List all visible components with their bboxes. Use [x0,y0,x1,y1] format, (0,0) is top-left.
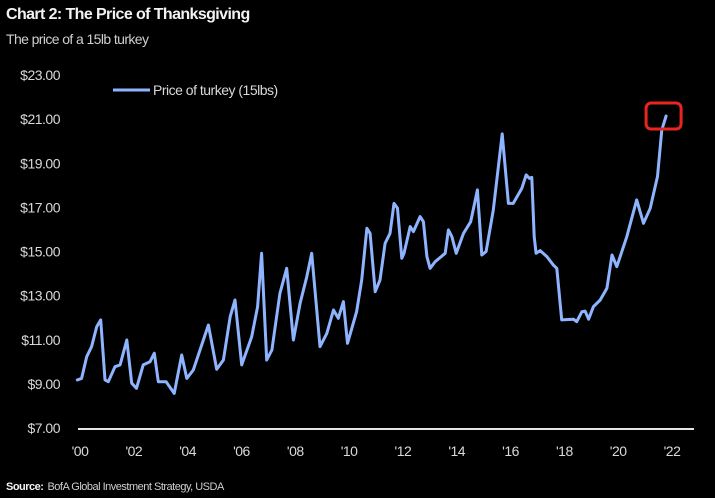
x-tick-label: '08 [287,443,304,459]
chart-subtitle: The price of a 15lb turkey [6,31,149,47]
x-tick-label: '16 [502,443,519,459]
x-tick-label: '22 [664,443,681,459]
y-tick-label: $7.00 [27,420,60,436]
y-tick-label: $13.00 [20,288,61,304]
y-axis: $23.00 $21.00 $19.00 $17.00 $15.00 $13.00 $11.… [20,67,61,436]
x-tick-label: '02 [125,443,142,459]
x-tick-label: '12 [395,443,412,459]
y-tick-label: $21.00 [20,111,61,127]
x-axis: '00 '02 '04 '06 '08 '10 '12 '14 '16 '18 '20 '22 [72,443,682,459]
source-text: BofA Global Investment Strategy, USDA [47,481,224,493]
source-note: Source: BofA Global Investment Strategy, … [6,481,224,493]
y-tick-label: $15.00 [20,244,61,260]
legend: Price of turkey (15lbs) [113,82,278,98]
legend-label: Price of turkey (15lbs) [153,82,278,98]
highlight-box-latest-value [644,101,683,131]
x-tick-label: '10 [341,443,358,459]
source-label: Source: [6,481,44,493]
x-tick-label: '06 [233,443,250,459]
x-tick-label: '04 [179,443,196,459]
y-tick-label: $23.00 [20,67,61,83]
x-tick-label: '18 [556,443,573,459]
x-tick-label: '00 [72,443,89,459]
x-tick-label: '20 [610,443,627,459]
series-line-price-of-turkey [75,114,668,395]
x-tick-label: '14 [448,443,465,459]
y-tick-label: $19.00 [20,155,61,171]
chart-title: Chart 2: The Price of Thanksgiving [6,6,250,23]
y-tick-label: $11.00 [21,332,60,348]
y-tick-label: $9.00 [27,376,60,392]
y-tick-label: $17.00 [20,199,61,215]
